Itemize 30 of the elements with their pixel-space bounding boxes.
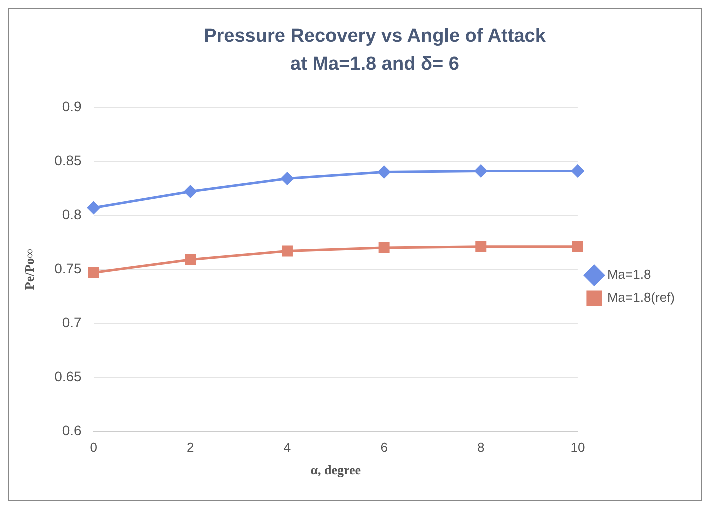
point: [88, 267, 100, 278]
x-tick-label: 8: [478, 440, 485, 456]
y-tick-label: 0.65: [54, 368, 82, 385]
x-tick-label: 10: [570, 440, 586, 456]
point: [378, 166, 391, 179]
x-tick-label: 6: [380, 440, 388, 456]
point: [476, 241, 487, 252]
x-tick-label: 2: [187, 440, 194, 456]
point: [281, 172, 294, 186]
point: [572, 164, 584, 178]
legend-label: Ma=1.8(ref): [607, 290, 676, 306]
point: [572, 241, 584, 252]
point: [474, 164, 488, 178]
y-tick-label: 0.8: [62, 206, 82, 222]
point: [378, 242, 390, 254]
point: [88, 202, 100, 214]
y-tick-label: 0.7: [62, 314, 82, 331]
y-tick-label: 0.6: [62, 422, 82, 439]
y-tick-label: 0.9: [62, 98, 82, 114]
y-tick-label: 0.75: [54, 260, 82, 276]
x-tick-label: 0: [90, 440, 98, 456]
x-tick-label: 4: [284, 440, 292, 456]
point: [282, 246, 293, 257]
x-axis-title: α, degree: [310, 462, 362, 478]
y-tick-label: 0.85: [54, 152, 82, 168]
y-axis-title: Pe/Po∞: [22, 249, 38, 290]
legend-label: Ma=1.8: [607, 267, 652, 282]
point: [185, 254, 196, 266]
chart-title: Pressure Recovery vs Angle of Attack at Ma=1.8 and δ= 6: [203, 25, 547, 77]
point: [184, 185, 197, 198]
